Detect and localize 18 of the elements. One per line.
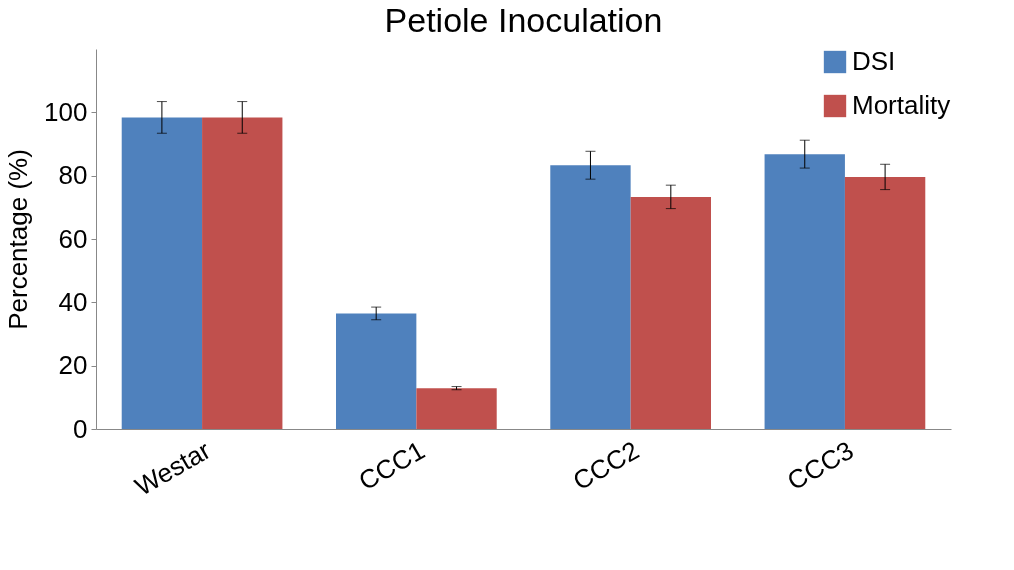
bar [764,154,845,429]
bar [630,196,711,429]
bar [121,117,203,429]
y-axis-title: Percentage (%) [3,149,34,330]
legend-label: DSI [852,46,896,76]
bar [844,176,926,429]
y-tick-label: 40 [58,286,88,317]
y-tick-label: 100 [44,96,88,127]
bar [336,313,417,429]
y-tick-label: 20 [58,350,88,381]
y-tick-label: 60 [58,223,88,254]
bar [416,388,497,429]
bar [202,117,283,429]
chart-title: Petiole Inoculation [384,1,663,39]
bar [550,165,631,429]
y-tick-label: 80 [58,160,88,191]
legend-label: Mortality [852,90,951,120]
y-tick-label: 0 [73,413,88,444]
